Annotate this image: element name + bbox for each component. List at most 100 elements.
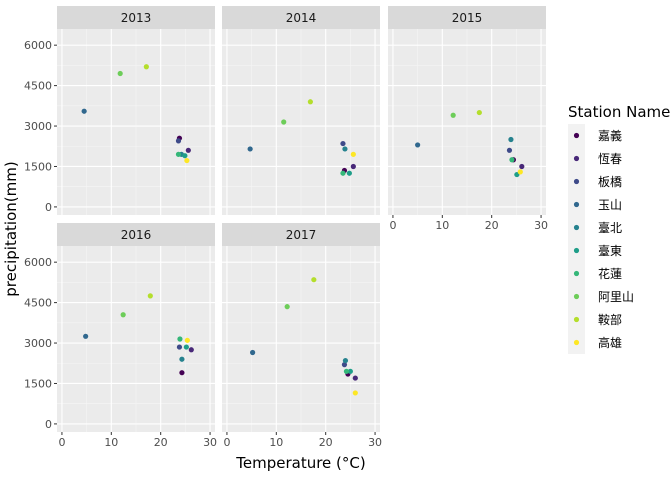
legend-key-point <box>573 132 580 139</box>
x-axis-title: Temperature (°C) <box>235 454 365 472</box>
facet-strip <box>222 6 380 29</box>
data-point <box>250 349 256 356</box>
facet-strip-label: 2014 <box>286 11 317 25</box>
data-point <box>311 277 317 283</box>
legend-key-point <box>573 224 580 231</box>
x-tick-label: 10 <box>269 436 283 449</box>
data-point <box>81 108 87 114</box>
facet-strip-label: 2015 <box>452 11 483 25</box>
x-tick-label: 0 <box>223 436 230 449</box>
data-point <box>120 312 126 318</box>
legend-item: 阿里山 <box>568 285 634 308</box>
data-point <box>350 151 356 157</box>
x-tick-label: 0 <box>389 219 396 232</box>
data-point <box>476 109 482 116</box>
legend-item: 臺東 <box>568 239 622 262</box>
y-tick-label: 4500 <box>24 80 52 93</box>
legend-key-point <box>573 270 580 277</box>
data-point <box>83 333 89 339</box>
legend-item: 恆春 <box>568 147 622 170</box>
data-point <box>508 136 514 143</box>
x-tick-label: 10 <box>435 219 449 232</box>
legend-key-point <box>573 293 580 300</box>
legend-label: 花蓮 <box>598 266 622 281</box>
facet-strip-label: 2017 <box>286 228 317 242</box>
facet-panel-2015: 2015 0 10 20 30 <box>388 6 548 232</box>
legend-item: 鞍部 <box>568 308 622 331</box>
legend-item: 玉山 <box>568 193 622 216</box>
legend-label: 玉山 <box>598 198 622 212</box>
data-point <box>284 304 290 310</box>
legend-label: 臺東 <box>598 243 622 258</box>
legend-label: 嘉義 <box>598 128 622 143</box>
facet-panel-2014: 2014 <box>222 6 380 215</box>
legend-key-point <box>573 339 580 346</box>
data-point <box>415 142 421 148</box>
data-point <box>184 157 190 164</box>
facet-strip-label: 2013 <box>121 11 152 25</box>
y-tick-label: 4500 <box>24 297 52 310</box>
data-point <box>519 163 525 170</box>
legend-item: 嘉義 <box>568 124 622 147</box>
y-tick-label: 0 <box>45 201 52 214</box>
y-tick-label: 1500 <box>24 377 52 390</box>
data-point <box>183 344 189 350</box>
data-point <box>188 347 194 353</box>
x-tick-label: 0 <box>58 436 65 449</box>
data-point <box>340 170 346 176</box>
legend-key-point <box>573 178 580 185</box>
facet-strip-label: 2016 <box>121 228 152 242</box>
legend-key-point <box>573 201 580 208</box>
data-point <box>343 368 350 374</box>
data-point <box>450 112 456 118</box>
data-point <box>347 368 353 374</box>
x-tick-label: 10 <box>104 436 118 449</box>
data-point <box>179 370 185 376</box>
x-tick-label: 20 <box>485 219 499 232</box>
data-point <box>352 375 358 381</box>
legend-item: 花蓮 <box>568 262 622 285</box>
facet-strip <box>57 223 215 246</box>
data-point <box>350 163 356 170</box>
data-point <box>117 70 123 77</box>
data-point <box>341 362 348 368</box>
facet-strip <box>222 223 380 246</box>
legend-title: Station Name <box>568 103 670 121</box>
legend-label: 鞍部 <box>598 312 622 327</box>
x-tick-label: 30 <box>368 436 382 449</box>
legend-key-point <box>573 247 580 254</box>
data-point <box>247 146 253 152</box>
data-point <box>307 99 313 105</box>
data-point <box>182 153 188 159</box>
y-axis-title: precipitation(mm) <box>2 161 20 296</box>
legend-item: 板橋 <box>568 170 622 193</box>
legend-label: 高雄 <box>598 335 622 350</box>
data-point <box>281 119 287 125</box>
y-tick-label: 3000 <box>24 120 52 133</box>
facet-panels: 2013 0 1500 3000 4500 6000 2014 2015 0 10 20 30 2016… <box>24 6 548 449</box>
legend-key-point <box>573 316 580 323</box>
x-tick-label: 20 <box>154 436 168 449</box>
data-point <box>342 357 349 364</box>
facet-panel-2013: 2013 0 1500 3000 4500 6000 <box>24 6 215 215</box>
data-point <box>185 147 191 153</box>
data-point <box>175 138 182 144</box>
data-point <box>342 146 348 152</box>
data-point <box>352 390 358 396</box>
legend-label: 臺北 <box>598 220 622 235</box>
data-point <box>147 293 153 299</box>
data-point <box>184 337 190 343</box>
data-point <box>175 151 182 157</box>
data-point <box>506 147 513 153</box>
legend-item: 臺北 <box>568 216 622 239</box>
data-point <box>177 336 183 342</box>
facet-strip <box>57 6 215 29</box>
y-tick-label: 6000 <box>24 256 52 269</box>
data-point <box>176 344 183 350</box>
y-tick-label: 0 <box>45 418 52 431</box>
legend-key-point <box>573 155 580 162</box>
legend-label: 恆春 <box>598 152 622 166</box>
y-tick-label: 3000 <box>24 337 52 350</box>
